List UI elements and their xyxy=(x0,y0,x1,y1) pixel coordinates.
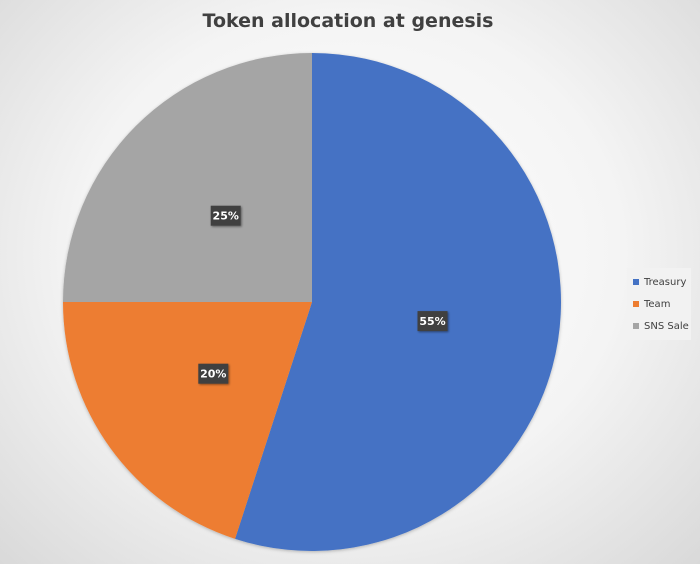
data-label-box xyxy=(417,311,448,332)
legend-swatch xyxy=(633,301,639,307)
legend-item-team: Team xyxy=(627,293,691,315)
data-label-box xyxy=(210,205,241,226)
pie-slice-sns-sale xyxy=(63,53,312,302)
legend-label: Team xyxy=(644,298,671,310)
legend-item-treasury: Treasury xyxy=(627,271,691,293)
legend-item-sns-sale: SNS Sale xyxy=(627,315,691,337)
legend-swatch xyxy=(633,323,639,329)
data-label-box xyxy=(198,363,229,384)
pie-slice-team xyxy=(63,302,312,539)
data-label-sns-sale: 25% xyxy=(210,205,241,226)
legend-label: Treasury xyxy=(644,276,687,288)
data-label-text: 20% xyxy=(200,368,226,381)
legend-label: SNS Sale xyxy=(644,320,689,332)
data-label-text: 25% xyxy=(213,210,239,223)
pie-slice-treasury xyxy=(235,53,562,551)
data-label-text: 55% xyxy=(419,315,445,328)
chart-title: Token allocation at genesis xyxy=(202,10,494,32)
legend-swatch xyxy=(633,279,639,285)
data-label-team: 20% xyxy=(198,363,229,384)
data-label-treasury: 55% xyxy=(417,311,448,332)
chart-legend: Treasury Team SNS Sale xyxy=(627,268,691,340)
